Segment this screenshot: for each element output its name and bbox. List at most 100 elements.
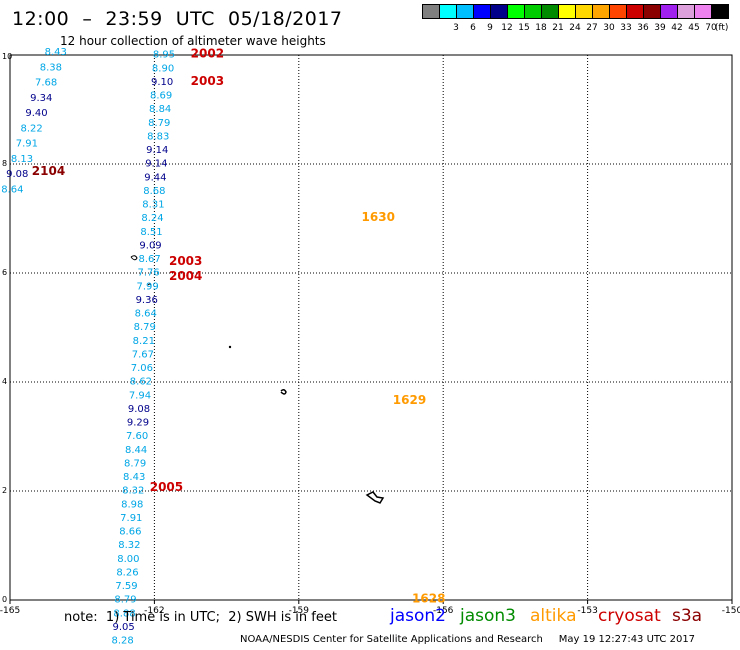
swh-value: 7.99 bbox=[137, 281, 159, 292]
legend-bin-label: 27 bbox=[586, 23, 598, 33]
swh-value: 8.83 bbox=[147, 131, 169, 142]
pass-time-label: 2003 bbox=[169, 254, 202, 268]
swh-value: 7.59 bbox=[115, 581, 137, 592]
legend-bin-label: 33 bbox=[620, 23, 632, 33]
swh-value: 7.68 bbox=[35, 78, 57, 89]
swh-value: 8.68 bbox=[143, 186, 165, 197]
pass-time-label: 2005 bbox=[150, 480, 183, 494]
swh-value: 8.64 bbox=[135, 309, 157, 320]
island-mark bbox=[228, 345, 232, 349]
x-tick-label: -159 bbox=[289, 606, 310, 616]
swh-value: 8.66 bbox=[119, 527, 141, 538]
y-tick-label: 10 bbox=[2, 52, 12, 61]
swh-value: 8.21 bbox=[133, 336, 155, 347]
swh-value: 9.44 bbox=[144, 172, 166, 183]
swh-value: 8.67 bbox=[138, 254, 160, 265]
pass-time-label: 1628 bbox=[412, 592, 445, 606]
swh-value: 8.32 bbox=[118, 540, 140, 551]
pass-time-label: 2104 bbox=[32, 164, 65, 178]
pass-time-label: 2002 bbox=[191, 47, 224, 61]
island-mark bbox=[365, 491, 385, 504]
legend-bin-label: 21 bbox=[552, 23, 564, 33]
legend-bin-label: 24 bbox=[569, 23, 581, 33]
x-tick-label: -156 bbox=[433, 606, 454, 616]
legend-bin-label: 70 bbox=[705, 23, 717, 33]
swh-value: 8.24 bbox=[141, 213, 163, 224]
x-tick-label: -165 bbox=[0, 606, 20, 616]
swh-value: 8.95 bbox=[153, 50, 175, 61]
page-subtitle: 12 hour collection of altimeter wave hei… bbox=[60, 34, 326, 48]
swh-value: 9.29 bbox=[127, 418, 149, 429]
legend-s3a: s3a bbox=[672, 606, 703, 626]
swh-value: 8.62 bbox=[130, 377, 152, 388]
x-tick-label: -162 bbox=[144, 606, 164, 616]
swh-value: 8.64 bbox=[1, 184, 23, 195]
swh-value: 8.51 bbox=[140, 227, 162, 238]
swh-value: 9.14 bbox=[145, 159, 167, 170]
swh-value: 8.79 bbox=[148, 118, 170, 129]
swh-value: 8.22 bbox=[21, 123, 43, 134]
island-mark bbox=[130, 255, 138, 261]
y-tick-label: 2 bbox=[2, 486, 7, 495]
swh-value: 8.79 bbox=[124, 458, 146, 469]
swh-value: 9.09 bbox=[139, 240, 161, 251]
swh-value: 7.91 bbox=[120, 513, 142, 524]
swh-value: 7.91 bbox=[16, 139, 38, 150]
swh-value: 9.08 bbox=[6, 169, 28, 180]
swh-value: 8.84 bbox=[149, 104, 171, 115]
legend-swatch bbox=[711, 4, 729, 19]
y-tick-label: 0 bbox=[2, 595, 7, 604]
legend-bin-label: 15 bbox=[518, 23, 530, 33]
swh-value: 8.00 bbox=[117, 554, 139, 565]
legend-cryosat: cryosat bbox=[598, 606, 661, 626]
legend-bin-label: 42 bbox=[671, 23, 683, 33]
legend-bin-label: 39 bbox=[654, 23, 666, 33]
swh-value: 7.94 bbox=[129, 390, 151, 401]
y-tick-label: 4 bbox=[2, 377, 7, 386]
legend-bin-label: 9 bbox=[487, 23, 493, 33]
legend-jason2: jason2 bbox=[390, 606, 446, 626]
legend-bin-label: 36 bbox=[637, 23, 649, 33]
y-tick-label: 8 bbox=[2, 159, 7, 168]
legend-bin-label: 3 bbox=[453, 23, 459, 33]
swh-value: 8.28 bbox=[111, 636, 133, 647]
legend-altika: altika bbox=[530, 606, 577, 626]
swh-value: 8.43 bbox=[123, 472, 145, 483]
swh-value: 7.06 bbox=[131, 363, 153, 374]
credits-footer: NOAA/NESDIS Center for Satellite Applica… bbox=[240, 634, 696, 645]
swh-value: 8.79 bbox=[114, 595, 136, 606]
footnote: note: 1) Time is in UTC; 2) SWH is in fe… bbox=[64, 610, 337, 625]
island-mark bbox=[147, 283, 152, 286]
swh-value: 7.76 bbox=[137, 268, 159, 279]
swh-value: 9.34 bbox=[30, 93, 52, 104]
swh-value: 8.88 bbox=[113, 608, 135, 619]
swh-value: 8.26 bbox=[116, 567, 138, 578]
swh-value: 7.67 bbox=[132, 349, 154, 360]
swh-value: 8.69 bbox=[150, 91, 172, 102]
swh-value: 8.44 bbox=[125, 445, 147, 456]
swh-value: 8.32 bbox=[122, 486, 144, 497]
pass-time-label: 2004 bbox=[169, 269, 202, 283]
swh-value: 8.98 bbox=[121, 499, 143, 510]
swh-value: 9.40 bbox=[25, 108, 47, 119]
x-tick-label: -150 bbox=[722, 606, 740, 616]
wave-height-legend: 3 6 9 12 15 18 21 24 27 30 33 36 39 42 45 70 (ft) bbox=[422, 4, 729, 38]
swh-value: 7.60 bbox=[126, 431, 148, 442]
legend-unit: (ft) bbox=[714, 23, 729, 33]
swh-value: 9.14 bbox=[146, 145, 168, 156]
swh-value: 8.38 bbox=[40, 62, 62, 73]
swh-value: 8.43 bbox=[45, 47, 67, 58]
plot-frame bbox=[9, 54, 733, 601]
pass-time-label: 1630 bbox=[362, 210, 395, 224]
swh-value: 9.36 bbox=[136, 295, 158, 306]
swh-value: 9.08 bbox=[128, 404, 150, 415]
swh-value: 8.13 bbox=[11, 154, 33, 165]
pass-time-label: 1629 bbox=[393, 393, 426, 407]
pass-time-label: 2003 bbox=[191, 74, 224, 88]
legend-bin-label: 45 bbox=[688, 23, 700, 33]
legend-jason3: jason3 bbox=[460, 606, 516, 626]
swh-value: 8.90 bbox=[152, 63, 174, 74]
legend-bin-label: 6 bbox=[470, 23, 476, 33]
x-tick-label: -153 bbox=[577, 606, 597, 616]
